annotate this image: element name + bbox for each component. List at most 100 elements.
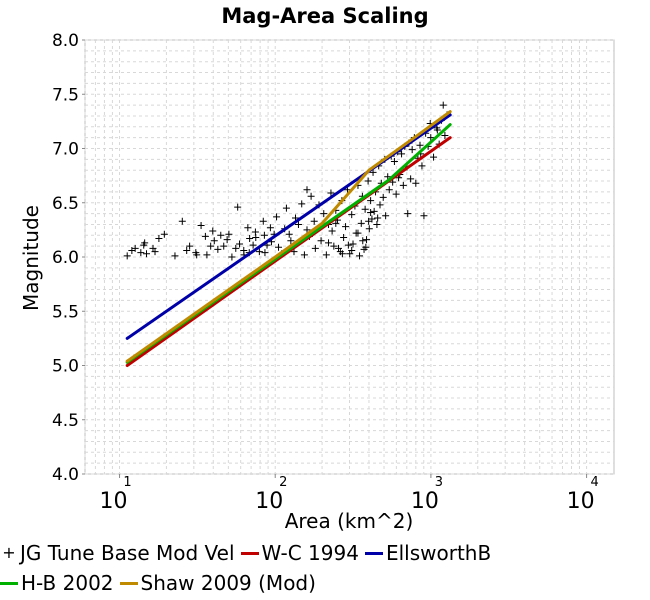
legend-row-2: H-B 2002 Shaw 2009 (Mod): [0, 568, 650, 598]
data-point: [303, 186, 311, 194]
data-point: [365, 225, 373, 233]
y-tick-label: 4.0: [52, 465, 79, 485]
legend-label-shaw-2009: Shaw 2009 (Mod): [140, 571, 316, 595]
data-point: [310, 217, 318, 225]
data-point: [178, 217, 186, 225]
data-point: [349, 240, 357, 248]
data-point: [186, 242, 194, 250]
x-axis-label: Area (km^2): [285, 509, 414, 533]
point-layer: [123, 101, 451, 261]
data-point: [307, 192, 315, 200]
plot-area: [123, 101, 452, 367]
data-point: [359, 237, 367, 245]
data-point: [399, 181, 407, 189]
data-point: [340, 233, 348, 241]
legend-item-hb-2002[interactable]: H-B 2002: [0, 568, 114, 598]
legend-item-wc-1994[interactable]: W-C 1994: [240, 538, 359, 568]
data-point: [287, 237, 295, 245]
legend-item-jg-tune[interactable]: + JG Tune Base Mod Vel: [0, 538, 234, 568]
legend: + JG Tune Base Mod Vel W-C 1994 Ellswort…: [0, 538, 650, 598]
series-line-w-c-1994: [125, 136, 452, 367]
data-point: [303, 226, 311, 234]
data-point: [363, 236, 371, 244]
data-point: [171, 252, 179, 260]
legend-line-ellsworthb: [364, 551, 383, 555]
data-point: [416, 141, 424, 149]
data-point: [361, 205, 369, 213]
data-point: [255, 248, 263, 256]
data-point: [232, 244, 240, 252]
legend-line-hb-2002: [0, 581, 18, 585]
data-point: [344, 241, 352, 249]
data-point: [259, 217, 267, 225]
chart-title: Mag-Area Scaling: [221, 4, 428, 28]
data-point: [143, 250, 150, 258]
y-tick-label: 4.5: [52, 411, 79, 431]
y-axis-label: Magnitude: [19, 205, 43, 311]
legend-label-wc-1994: W-C 1994: [261, 541, 359, 565]
data-point: [249, 241, 257, 249]
data-point: [379, 193, 387, 201]
data-point: [273, 213, 281, 221]
x-tick-exponent: 1: [123, 475, 131, 490]
data-point: [338, 250, 346, 258]
data-point: [275, 243, 283, 251]
data-point: [332, 219, 340, 227]
data-point: [220, 242, 228, 250]
data-point: [137, 249, 145, 257]
data-point: [151, 248, 159, 256]
data-point: [244, 224, 252, 232]
data-point: [260, 231, 268, 239]
data-point: [298, 200, 306, 208]
data-point: [160, 230, 168, 238]
data-point: [367, 197, 375, 205]
data-point: [228, 253, 236, 261]
data-point: [328, 227, 336, 235]
data-point: [201, 232, 209, 240]
legend-item-shaw-2009[interactable]: Shaw 2009 (Mod): [119, 568, 316, 598]
data-point: [320, 210, 328, 218]
data-point: [373, 220, 381, 228]
legend-item-ellsworthb[interactable]: EllsworthB: [364, 538, 492, 568]
x-tick-label: 10: [100, 489, 128, 514]
data-point: [385, 186, 393, 194]
legend-label-ellsworthb: EllsworthB: [385, 541, 492, 565]
data-point: [420, 212, 428, 220]
data-point: [430, 153, 438, 161]
data-point: [390, 158, 398, 166]
data-point: [433, 126, 441, 134]
legend-plus-marker: +: [2, 543, 16, 562]
data-point: [155, 235, 163, 243]
data-point: [374, 214, 382, 222]
data-point: [392, 190, 400, 198]
data-point: [131, 244, 139, 252]
x-tick-label: 10: [567, 489, 595, 514]
data-point: [357, 219, 365, 227]
legend-label-hb-2002: H-B 2002: [21, 571, 114, 595]
data-point: [282, 204, 290, 212]
data-point: [322, 251, 330, 259]
legend-line-wc-1994: [240, 551, 259, 555]
data-point: [252, 233, 260, 241]
x-tick-label: 10: [255, 489, 283, 514]
data-point: [141, 239, 149, 247]
series-line-shaw-2009-mod: [125, 110, 452, 363]
data-point: [441, 131, 449, 139]
data-point: [365, 217, 373, 225]
data-point: [348, 211, 356, 219]
data-point: [217, 231, 225, 239]
data-point: [398, 150, 406, 158]
data-point: [317, 237, 325, 245]
data-point: [382, 212, 390, 220]
data-point: [354, 229, 362, 237]
data-point: [193, 251, 201, 259]
data-point: [203, 251, 211, 259]
x-tick-exponent: 2: [279, 475, 287, 490]
y-tick-label: 6.0: [52, 248, 79, 268]
data-point: [311, 244, 319, 252]
data-point: [408, 146, 416, 154]
data-point: [370, 207, 378, 215]
data-point: [325, 239, 333, 247]
